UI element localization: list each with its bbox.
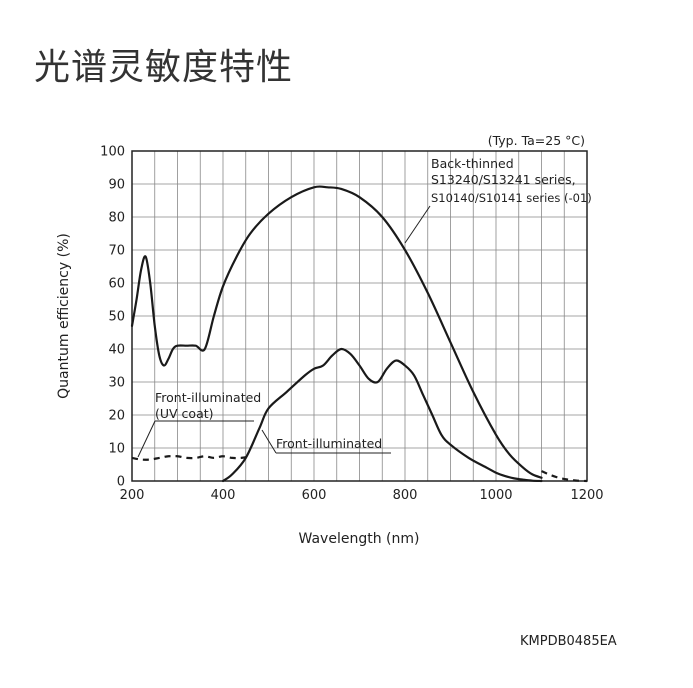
leader-front-illuminated <box>261 429 277 454</box>
y-tick-label: 80 <box>108 211 125 226</box>
x-tick-label: 400 <box>211 488 236 503</box>
series-back-thinned <box>130 185 543 479</box>
x-tick-label: 200 <box>120 488 145 503</box>
label-back-thinned-secondary: S10140/S10141 series (-01) <box>431 191 592 205</box>
y-tick-label: 40 <box>108 343 125 358</box>
y-tick-label: 60 <box>108 277 125 292</box>
series-front-illuminated-uv-coat <box>131 454 251 461</box>
grid-lines <box>132 151 587 481</box>
x-tick-label: 1000 <box>479 488 512 503</box>
label-back-thinned: S13240/S13241 series, <box>431 172 576 187</box>
y-tick-label: 100 <box>100 145 125 160</box>
plot-frame <box>131 150 588 482</box>
label-front-illuminated-uv-coat: Front-illuminated <box>155 390 261 405</box>
x-tick-label: 1200 <box>570 488 603 503</box>
y-tick-label: 90 <box>108 178 125 193</box>
label-front-illuminated-uv-coat: (UV coat) <box>155 406 214 421</box>
series-back-thinned-extension <box>541 470 588 483</box>
y-tick-label: 10 <box>108 442 125 457</box>
leader-back-thinned <box>404 205 431 244</box>
y-tick-label: 30 <box>108 376 125 391</box>
leader-uv-coat <box>137 420 156 458</box>
series-front-illuminated <box>221 347 543 483</box>
series-curves <box>130 185 588 483</box>
x-axis-label: Wavelength (nm) <box>299 531 420 547</box>
page-title: 光谱灵敏度特性 <box>34 47 294 88</box>
y-tick-label: 20 <box>108 409 125 424</box>
y-tick-label: 50 <box>108 310 125 325</box>
label-front-illuminated: Front-illuminated <box>276 436 382 451</box>
x-tick-label: 800 <box>393 488 418 503</box>
label-back-thinned: Back-thinned <box>431 156 514 171</box>
y-axis-label: Quantum efficiency (%) <box>56 233 72 399</box>
x-tick-label: 600 <box>302 488 327 503</box>
condition-note: (Typ. Ta=25 °C) <box>488 133 585 148</box>
y-tick-label: 0 <box>117 475 125 490</box>
tick-labels: 200 400 600 800 1000 1200 0 10 20 30 40 50 60 70 80 90 1… <box>100 145 603 504</box>
y-tick-label: 70 <box>108 244 125 259</box>
figure-code: KMPDB0485EA <box>520 634 617 649</box>
